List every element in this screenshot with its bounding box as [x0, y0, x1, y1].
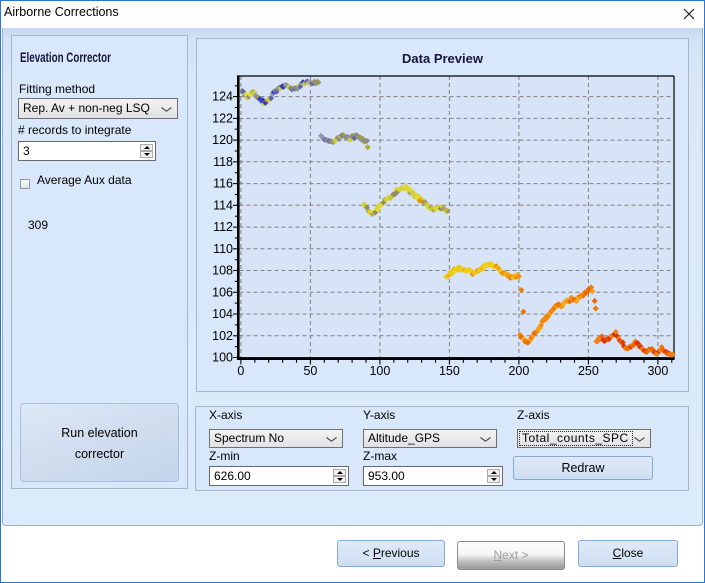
svg-text:200: 200 — [508, 364, 529, 378]
svg-text:300: 300 — [647, 364, 668, 378]
svg-text:106: 106 — [212, 285, 233, 299]
svg-text:250: 250 — [578, 364, 599, 378]
svg-text:114: 114 — [213, 198, 233, 212]
svg-text:50: 50 — [303, 364, 317, 378]
svg-text:100: 100 — [369, 364, 390, 378]
svg-text:118: 118 — [213, 155, 233, 169]
svg-text:110: 110 — [213, 242, 233, 256]
svg-text:116: 116 — [213, 177, 233, 191]
svg-text:108: 108 — [212, 264, 233, 278]
svg-text:100: 100 — [212, 351, 233, 365]
svg-text:112: 112 — [213, 220, 233, 234]
svg-text:150: 150 — [439, 364, 460, 378]
svg-text:122: 122 — [212, 111, 233, 125]
svg-text:124: 124 — [212, 90, 233, 104]
svg-text:104: 104 — [212, 307, 233, 321]
svg-text:102: 102 — [212, 329, 233, 343]
svg-text:120: 120 — [212, 133, 233, 147]
svg-text:0: 0 — [237, 364, 244, 378]
